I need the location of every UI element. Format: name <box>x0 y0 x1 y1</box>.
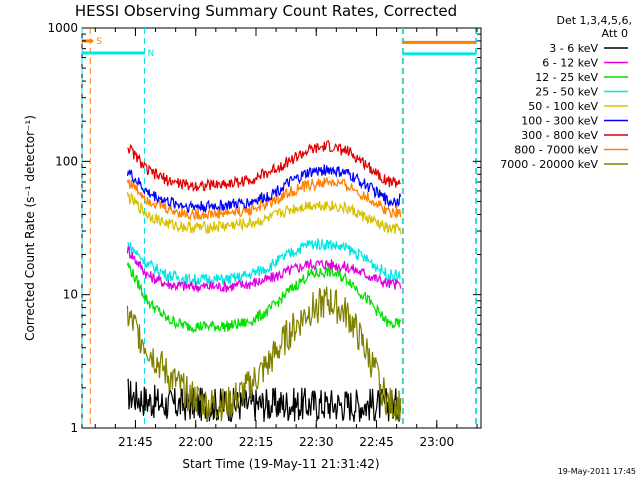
flag-label: N <box>147 49 154 59</box>
legend-label: 800 - 7000 keV <box>514 144 598 157</box>
x-tick-label: 22:30 <box>299 435 334 449</box>
series-line <box>126 262 402 334</box>
y-tick-label: 1000 <box>47 21 78 35</box>
plot-frame <box>81 27 482 429</box>
x-tick-label: 22:45 <box>359 435 394 449</box>
x-axis-label: Start Time (19-May-11 21:31:42) <box>182 457 379 471</box>
series-line <box>126 378 402 423</box>
series-layer <box>126 139 402 423</box>
legend-label: 300 - 800 keV <box>521 129 598 142</box>
legend-label: 50 - 100 keV <box>528 100 598 113</box>
series-line <box>127 139 401 193</box>
timestamp: 19-May-2011 17:45 <box>558 467 636 476</box>
series-line <box>126 245 402 293</box>
series-line <box>126 286 402 422</box>
y-tick-label: 100 <box>55 154 78 168</box>
plot-area <box>81 27 482 429</box>
y-tick-label: 10 <box>63 288 78 302</box>
legend: Det 1,3,4,5,6, Att 0 3 - 6 keV 6 - 12 keV… <box>500 14 632 171</box>
series-line <box>126 164 402 214</box>
legend-label: 25 - 50 keV <box>535 86 598 99</box>
series-line <box>126 191 402 235</box>
x-tick-label: 23:00 <box>420 435 455 449</box>
legend-label: 100 - 300 keV <box>521 115 598 128</box>
flag-label: S <box>96 37 102 47</box>
legend-header-line-1: Det 1,3,4,5,6, <box>556 14 632 27</box>
legend-label: 7000 - 20000 keV <box>500 158 598 171</box>
x-tick-label: 21:45 <box>118 435 153 449</box>
x-tick-label: 22:15 <box>239 435 274 449</box>
legend-label: 3 - 6 keV <box>549 42 598 55</box>
legend-label: 6 - 12 keV <box>542 57 598 70</box>
legend-header-line-2: Att 0 <box>602 27 628 40</box>
y-axis-label: Corrected Count Rate (s⁻¹ detector⁻¹) <box>23 115 37 341</box>
chart-title: HESSI Observing Summary Count Rates, Cor… <box>75 2 457 20</box>
axes: 21:45 22:00 22:15 22:30 22:45 23:00 1 10 100 1000 <box>47 21 481 449</box>
series-line <box>126 177 402 222</box>
legend-label: 12 - 25 keV <box>535 71 598 84</box>
flag-markers: SN <box>81 28 477 428</box>
y-tick-label: 1 <box>70 421 78 435</box>
series-line <box>127 238 402 288</box>
x-tick-label: 22:00 <box>178 435 213 449</box>
